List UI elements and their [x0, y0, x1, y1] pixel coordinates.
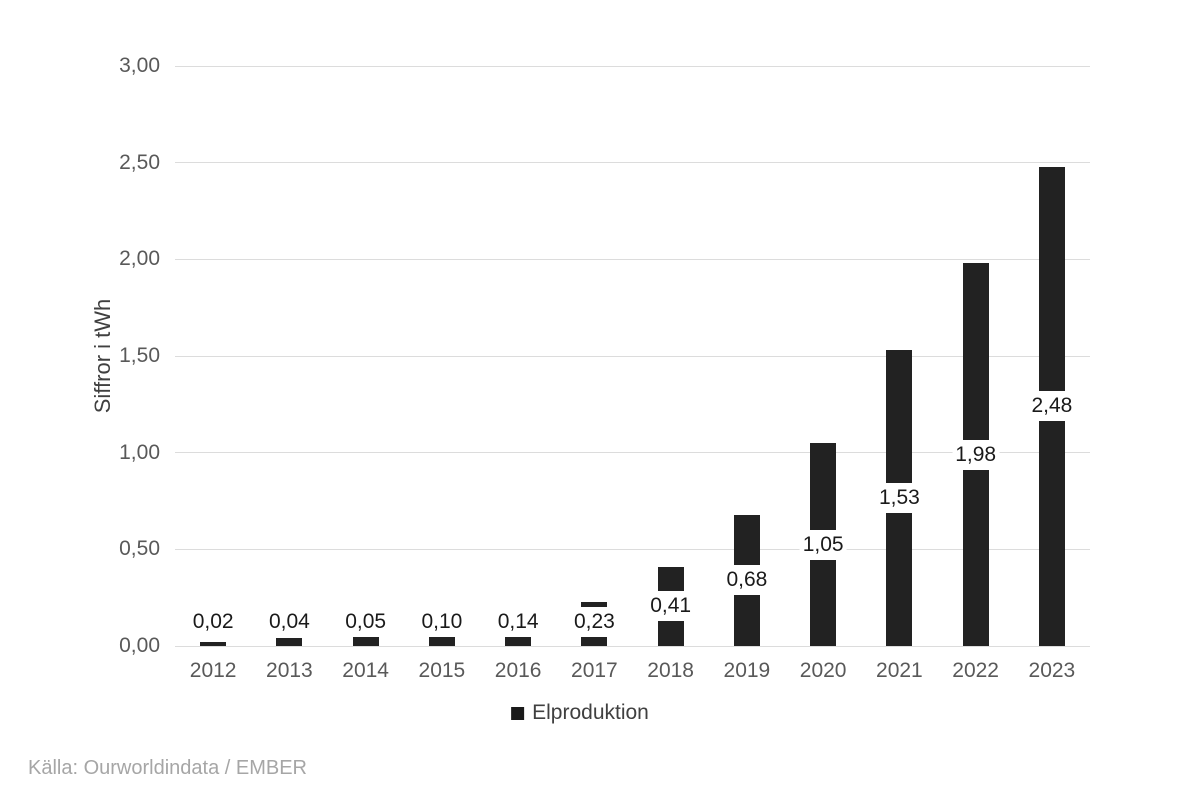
- x-tick-label: 2021: [876, 659, 923, 682]
- gridline: [175, 162, 1090, 164]
- x-tick-label: 2012: [189, 659, 237, 682]
- plot-area: 0,02 0,04 0,05 0,10 0,14 0,23 0,41 0,68 1,05 1,53…: [175, 65, 1090, 647]
- gridline: [175, 65, 1090, 67]
- bar-value-label: 2,48: [1028, 391, 1076, 422]
- legend-swatch-icon: [511, 706, 525, 720]
- x-tick-label: 2020: [799, 659, 847, 682]
- y-tick-label: 0,50: [119, 537, 160, 561]
- bar-value-label: 0,68: [723, 565, 771, 596]
- bar-value-label: 0,14: [494, 607, 542, 637]
- legend-label: Elproduktion: [532, 701, 649, 724]
- bar: [276, 638, 303, 646]
- y-tick-label: 3,00: [119, 54, 160, 77]
- bar-value-label: 0,10: [418, 607, 466, 637]
- gridline: [175, 645, 1090, 647]
- x-tick-label: 2015: [418, 659, 466, 682]
- y-tick-label: 2,00: [119, 247, 160, 271]
- bar-value-label: 0,04: [265, 607, 313, 637]
- x-tick-label: 2013: [266, 659, 313, 682]
- source-caption: Källa: Ourworldindata / EMBER: [28, 757, 308, 779]
- y-tick-label: 1,00: [119, 440, 160, 464]
- y-tick-label: 0,00: [119, 634, 160, 657]
- bar-value-label: 1,53: [875, 483, 923, 514]
- bar-value-label: 1,05: [799, 529, 847, 560]
- bar-value-label: 0,23: [570, 607, 618, 637]
- bar-value-label: 0,41: [647, 591, 695, 622]
- bar: [200, 642, 227, 646]
- x-tick-label: 2023: [1028, 659, 1076, 682]
- x-tick-label: 2016: [494, 659, 542, 682]
- gridline: [175, 258, 1090, 260]
- x-tick-label: 2022: [952, 659, 999, 682]
- y-tick-label: 1,50: [119, 344, 160, 367]
- x-tick-label: 2017: [571, 659, 618, 682]
- gridline: [175, 452, 1090, 454]
- x-tick-label: 2018: [647, 659, 694, 682]
- bar-value-label: 0,02: [189, 607, 237, 637]
- y-tick-label: 2,50: [119, 150, 160, 174]
- x-tick-label: 2019: [723, 659, 771, 682]
- bar-value-label: 1,98: [952, 439, 1000, 470]
- gridline: [175, 548, 1090, 550]
- bar-value-label: 0,05: [342, 607, 390, 637]
- gridline: [175, 355, 1090, 357]
- legend: Elproduktion: [511, 701, 649, 725]
- bar: [352, 636, 379, 646]
- x-tick-label: 2014: [342, 659, 389, 682]
